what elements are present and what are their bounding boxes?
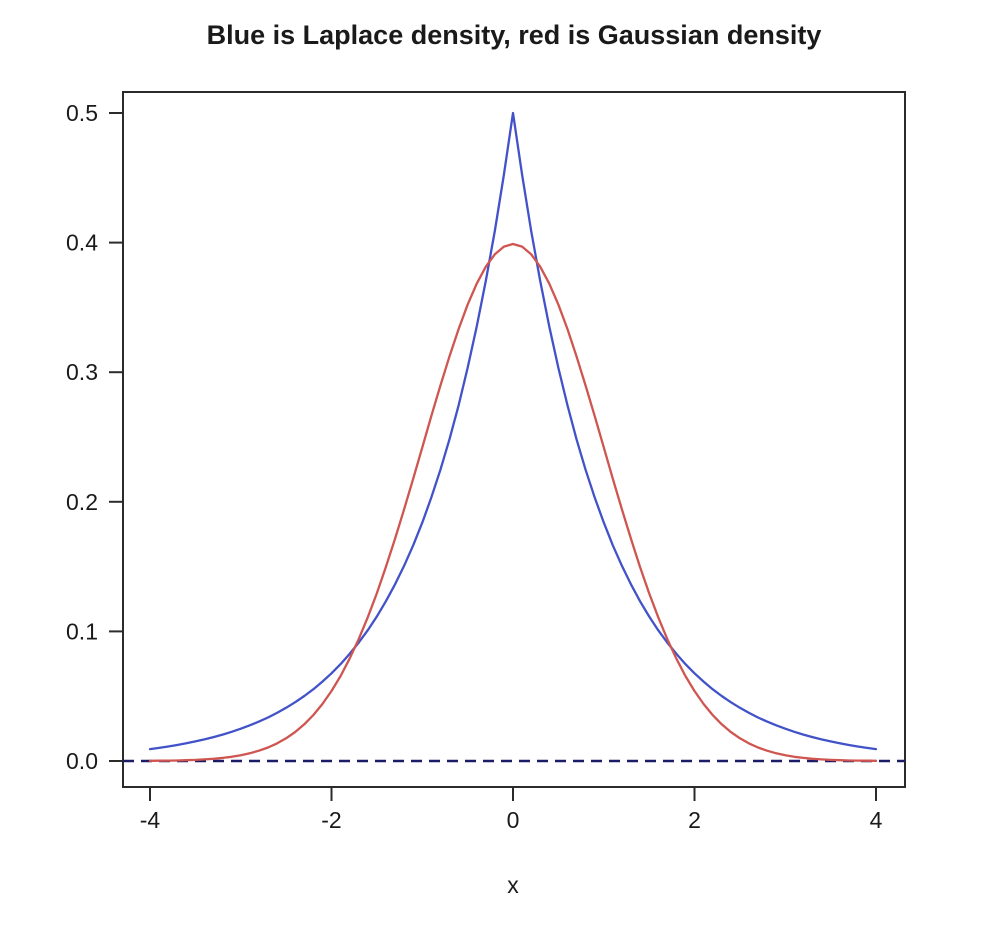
laplace-density-curve xyxy=(148,111,878,751)
x-tick-label: 4 xyxy=(870,807,883,833)
y-axis-ticks: 0.0 0.1 0.2 0.3 0.4 0.5 xyxy=(66,100,123,774)
x-tick-label: -2 xyxy=(321,807,341,833)
gaussian-density-curve xyxy=(148,242,878,762)
y-tick-label: 0.1 xyxy=(66,618,98,644)
x-axis-label: x xyxy=(507,872,519,898)
x-tick-label: 2 xyxy=(688,807,701,833)
y-tick-label: 0.5 xyxy=(66,100,98,126)
y-tick-label: 0.3 xyxy=(66,359,98,385)
chart-title: Blue is Laplace density, red is Gaussian… xyxy=(207,20,822,50)
y-tick-label: 0.4 xyxy=(66,230,98,256)
plot-border xyxy=(122,91,906,788)
x-axis-ticks: -4 -2 0 2 4 xyxy=(140,787,883,833)
y-tick-label: 0.0 xyxy=(66,748,98,774)
y-tick-label: 0.2 xyxy=(66,489,98,515)
x-tick-label: -4 xyxy=(140,807,161,833)
x-tick-label: 0 xyxy=(507,807,520,833)
